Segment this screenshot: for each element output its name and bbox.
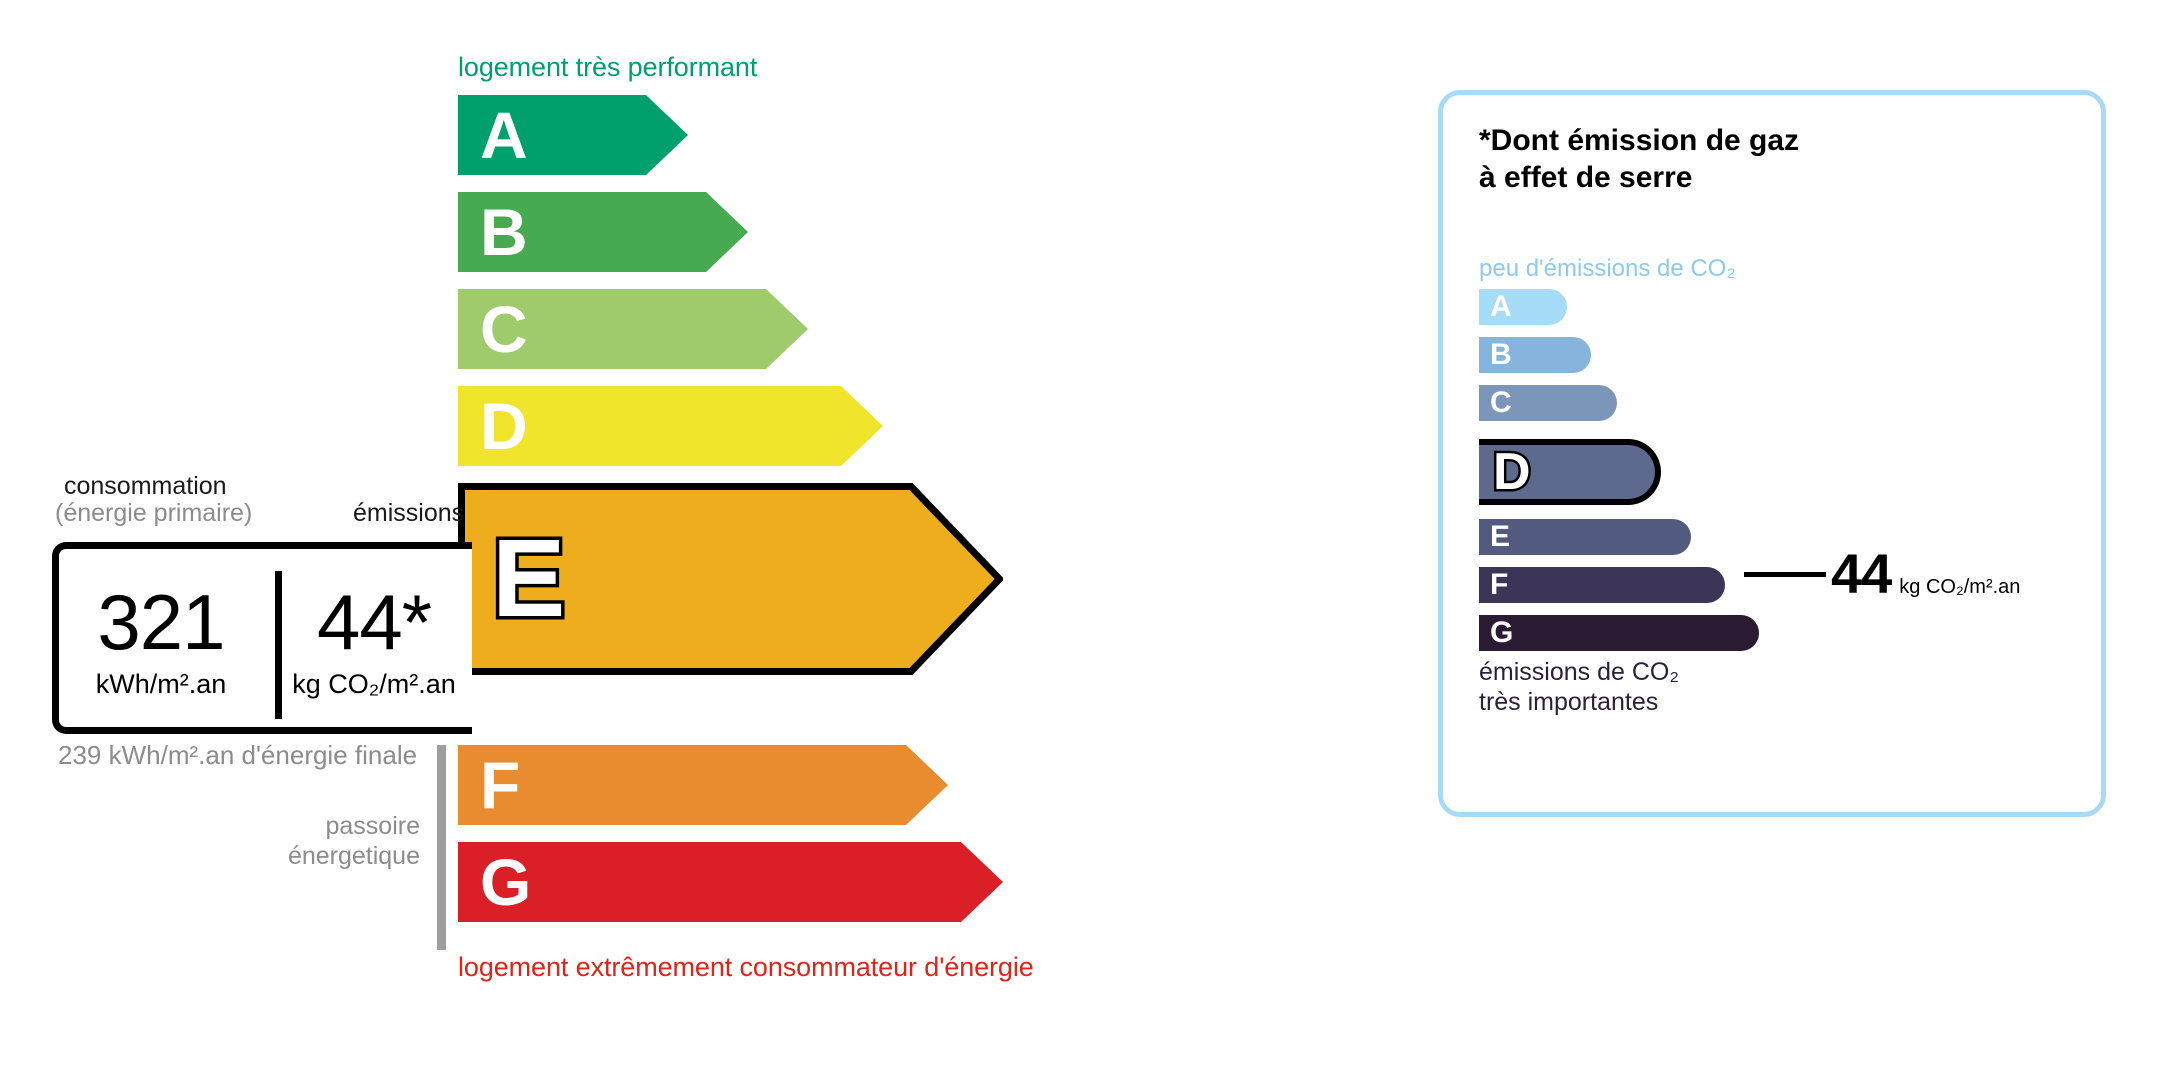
energy-bar-shape-d — [458, 386, 883, 466]
co2-bar-a[interactable]: A — [1479, 289, 1567, 325]
energy-bar-letter-a: A — [480, 98, 528, 172]
co2-bar-e[interactable]: E — [1479, 519, 1691, 555]
energy-bar-shape-a — [458, 95, 688, 175]
primary-energy-number: 321 — [97, 578, 225, 666]
energy-scale-bottom-caption: logement extrêmement consommateur d'éner… — [458, 952, 1034, 982]
consumption-box-labels: consommation (énergie primaire) émission… — [55, 472, 464, 532]
co2-emissions-panel: *Dont émission de gaz à effet de serre p… — [1438, 90, 2106, 817]
energy-bar-letter-g: G — [480, 845, 532, 919]
co2-bar-letter-e: E — [1490, 520, 1511, 553]
co2-bar-letter-c: C — [1490, 386, 1512, 419]
co2-value-cell: 44* kg CO₂/m².an — [274, 578, 474, 700]
co2-callout-unit: kg CO₂/m².an — [1899, 576, 2021, 598]
co2-bar-c[interactable]: C — [1479, 385, 1617, 421]
co2-bar-b[interactable]: B — [1479, 337, 1591, 373]
value-box-divider — [275, 571, 282, 719]
energie-primaire-label: (énergie primaire) — [55, 499, 253, 527]
co2-bar-letter-g: G — [1490, 616, 1514, 649]
co2-callout-value: 44 kg CO₂/m².an — [1831, 541, 2020, 606]
co2-bar-d[interactable]: D — [1479, 439, 1661, 505]
passoire-energetique-label: passoire énergetique — [287, 812, 420, 870]
energy-scale-top-caption: logement très performant — [458, 52, 758, 82]
consumption-value-box: 321 kWh/m².an 44* kg CO₂/m².an — [52, 542, 472, 734]
energy-bar-d[interactable]: D — [458, 386, 883, 466]
co2-callout-number: 44 — [1831, 542, 1892, 605]
co2-bar-g[interactable]: G — [1479, 615, 1759, 651]
energy-bar-c[interactable]: C — [458, 289, 808, 369]
energy-bar-shape-b — [458, 192, 748, 272]
energy-bar-f[interactable]: F — [458, 745, 948, 825]
energy-bar-letter-b: B — [480, 195, 528, 269]
energy-bar-letter-e: E — [488, 517, 568, 640]
co2-panel-title: *Dont émission de gaz à effet de serre — [1479, 124, 1800, 194]
energy-bar-a[interactable]: A — [458, 95, 688, 175]
consommation-label: consommation — [64, 472, 227, 500]
co2-bar-f[interactable]: F — [1479, 567, 1725, 603]
co2-bar-letter-b: B — [1490, 338, 1512, 371]
co2-bar-letter-f: F — [1490, 568, 1509, 601]
energy-bar-shape-g — [458, 842, 1003, 922]
co2-scale-top-caption: peu d'émissions de CO₂ — [1479, 255, 1736, 282]
energy-bar-g[interactable]: G — [458, 842, 1003, 922]
co2-scale-bottom-caption: émissions de CO₂ très importantes — [1479, 658, 1680, 716]
co2-callout-line — [1744, 572, 1826, 577]
energy-bar-letter-c: C — [480, 292, 528, 366]
co2-unit: kg CO₂/m².an — [292, 669, 456, 700]
passoire-divider-bar — [437, 745, 446, 950]
final-energy-note: 239 kWh/m².an d'énergie finale — [58, 740, 418, 770]
co2-bar-letter-d: D — [1491, 443, 1534, 501]
co2-number: 44* — [316, 578, 432, 666]
energy-bar-letter-f: F — [480, 748, 521, 822]
primary-energy-value-cell: 321 kWh/m².an — [61, 578, 261, 700]
emissions-label: émissions — [353, 499, 465, 527]
co2-bar-letter-a: A — [1490, 290, 1512, 323]
energy-bar-letter-d: D — [480, 389, 528, 463]
energy-bar-b[interactable]: B — [458, 192, 748, 272]
energy-bar-e[interactable]: E — [458, 483, 1003, 675]
primary-energy-unit: kWh/m².an — [95, 669, 227, 700]
energy-bar-shape-f — [458, 745, 948, 825]
energy-bar-shape-c — [458, 289, 808, 369]
